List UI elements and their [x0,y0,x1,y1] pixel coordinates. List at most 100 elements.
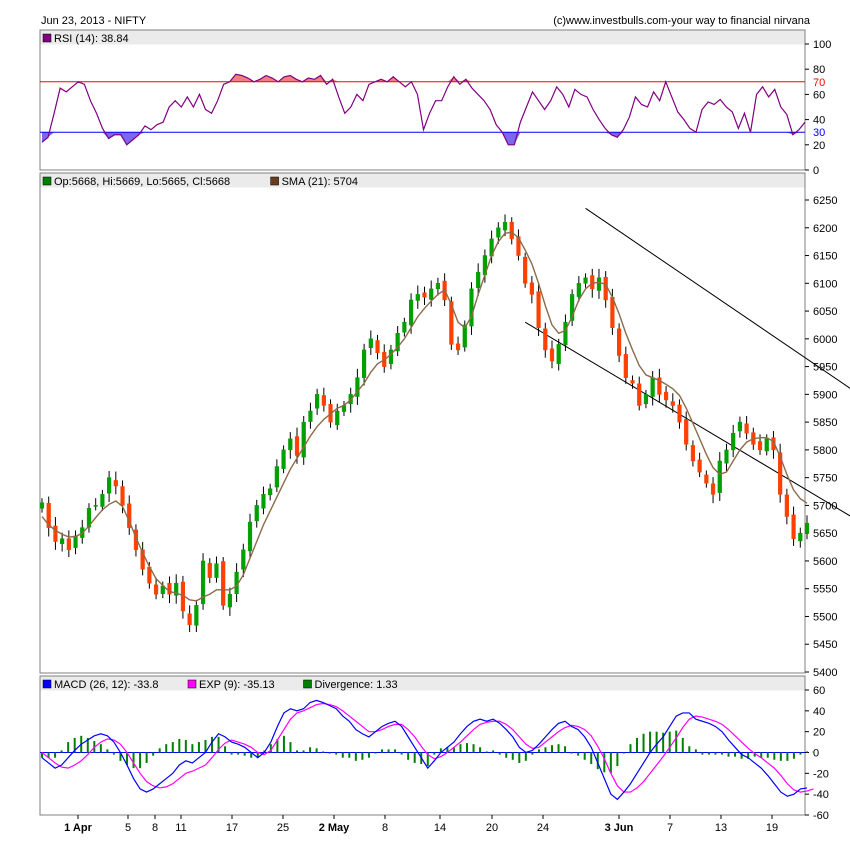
divergence-bar [224,746,227,753]
divergence-bar [466,743,468,753]
candle-body [408,299,414,326]
macd-panel: -60 -40 -20 0 20 40 60 MACD (26, 12): -33.8 EXP … [39,675,829,822]
candle [435,277,441,296]
candle [462,320,467,352]
divergence-bar [446,747,449,753]
candle [556,338,561,371]
candle [536,282,541,337]
candle [744,416,749,440]
divergence-bar [492,750,495,753]
divergence-bar [381,749,383,753]
rsi-ytick-label: 80 [813,64,825,76]
candle-body [133,529,139,551]
candle-body [301,421,306,458]
divergence-bar [237,752,240,755]
candle-body [415,294,420,301]
x-tick-label: 17 [226,822,238,834]
candle [321,387,326,412]
divergence-bar [786,752,789,761]
candle [100,489,105,511]
candle-body [784,494,789,517]
rsi-ytick-label: 40 [813,115,825,127]
candle-body [563,321,568,346]
candle [630,375,635,389]
divergence-bar [276,738,279,753]
candle-body [637,383,642,406]
price-ytick-label: 6250 [813,195,837,207]
candle-body [254,505,259,522]
candle-body [643,394,649,405]
divergence-bar [171,742,174,753]
candle-body [73,535,78,548]
candle [690,440,696,467]
candle [684,411,689,451]
candle [637,376,642,411]
divergence-bar [629,744,632,753]
divergence-bar [348,752,351,758]
candle [677,399,682,429]
candle-body [308,410,313,422]
divergence-bar [701,752,704,755]
price-ytick-label: 5900 [813,389,837,401]
divergence-bar [649,731,652,753]
price-ytick-label: 5650 [813,528,837,540]
candle-body [757,441,763,451]
candle [778,443,783,503]
price-ytick-label: 5800 [813,445,837,457]
candle [174,574,179,604]
candle [66,530,71,558]
candle [53,517,58,550]
divergence-bar [707,752,710,755]
candle [39,498,45,513]
divergence-bar [302,750,305,753]
divergence-bar [426,752,429,767]
divergence-bar [211,736,213,753]
macd-ytick-label: 0 [813,748,819,760]
price-ytick-label: 5750 [813,473,837,485]
divergence-bar [688,746,691,753]
candle [663,386,669,408]
divergence-bar [675,730,678,753]
divergence-bar [296,750,298,753]
candle [355,368,360,405]
divergence-bar [747,752,750,759]
candle-body [509,221,514,240]
candle-body [274,466,279,488]
divergence-bar [577,752,580,756]
candle [308,402,313,429]
x-tick-label: 8 [382,822,388,834]
candle-body [590,275,595,290]
candle [771,431,776,459]
divergence-bar [132,752,135,769]
divergence-bar [322,751,325,753]
candle-body [549,348,555,362]
candle-body [476,271,481,288]
legend-swatch [270,176,279,186]
candle-body [630,380,635,384]
candle [670,393,675,413]
divergence-bar [67,742,70,753]
candle-body [268,488,273,496]
candle [563,314,568,352]
rsi-legend-bar [40,30,805,45]
divergence-bar [479,747,482,753]
candle-body [107,477,112,494]
candle-body [39,502,45,509]
divergence-bar [655,731,658,753]
candle-body [294,436,300,456]
divergence-bar [54,752,57,758]
candle-body [617,328,622,356]
candle [113,471,118,495]
x-tick-label: 7 [667,822,673,834]
divergence-bar [773,752,776,760]
divergence-bar [106,749,109,753]
divergence-bar [145,752,148,763]
candle [784,488,789,525]
divergence-bar [184,740,187,753]
divergence-bar [792,752,795,759]
rsi-ytick-label: 0 [813,165,819,177]
candle [301,416,306,465]
divergence-bar [753,752,756,757]
divergence-bar [537,749,540,753]
x-tick-label: 3 Jun [605,822,634,834]
